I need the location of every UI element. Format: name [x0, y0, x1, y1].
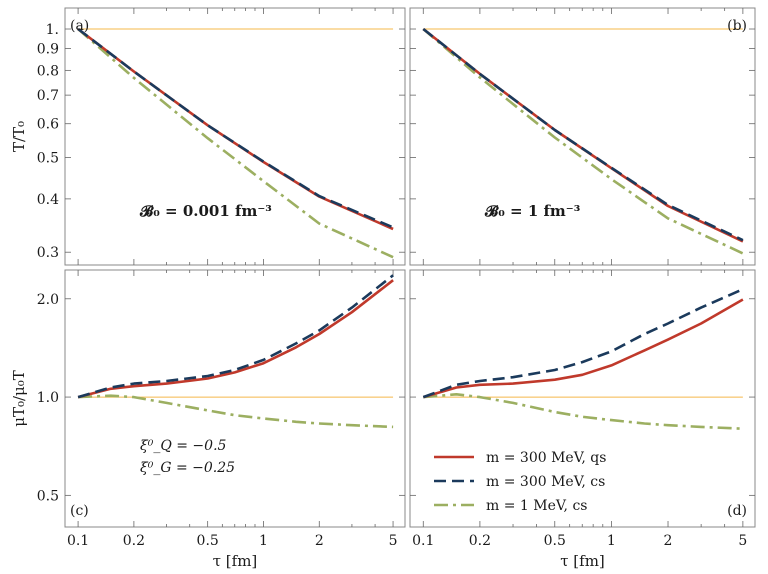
legend-label: m = 1 MeV, cs [486, 498, 587, 514]
series-line-dashdot [77, 28, 394, 259]
x-tick-label: 0.5 [544, 533, 566, 549]
panel-frame [64, 7, 406, 266]
series-line-dashed [422, 288, 744, 399]
x-tick-label: 1 [607, 533, 616, 549]
panel-a: 1. 0.9 0.8 0.7 0.6 0.5 0.4 0.3 (a) 𝓑₀ = 0.001 fm⁻… [10, 7, 406, 266]
panel-d: 0.1 0.2 0.5 1 2 5(d)τ [fm]m = 300 MeV, qsm = … [409, 269, 756, 570]
panel-label: (a) [70, 18, 89, 34]
x-tick-label: 2 [664, 533, 673, 549]
series-line-solid [422, 298, 744, 399]
panel-b: (b) 𝓑₀ = 1 fm⁻³ [409, 7, 756, 266]
x-tick-label: 0.5 [197, 533, 219, 549]
y-tick-label: 0.3 [37, 245, 59, 261]
y-axis-label: μT₀/μ₀T [10, 370, 28, 427]
y-tick-label: 0.5 [37, 488, 59, 504]
legend-label: m = 300 MeV, cs [486, 474, 605, 490]
x-tick-label: 2 [315, 533, 324, 549]
series-line-dashed [422, 27, 744, 242]
panel-frame [64, 269, 406, 528]
x-tick-label: 0.1 [412, 533, 434, 549]
annotation-text: ξ⁰_Q = −0.5 [140, 438, 227, 454]
series-line-solid [77, 279, 394, 399]
x-tick-label: 5 [738, 533, 747, 549]
y-tick-label: 0.7 [37, 88, 59, 104]
series-line-dashdot [78, 394, 394, 429]
series-line-dashed [77, 27, 394, 229]
panel-c: 0.1 0.2 0.5 1 2 5 2.0 1.0 0.5 (c) ξ⁰_Q = −0.5 ξ⁰_G … [10, 269, 406, 570]
y-tick-label: 2.0 [37, 292, 59, 308]
panel-frame [409, 7, 756, 266]
annotation-text: 𝓑₀ = 0.001 fm⁻³ [139, 202, 272, 220]
series-line-solid [77, 27, 394, 231]
y-tick-label: 1.0 [37, 390, 59, 406]
legend-label: m = 300 MeV, qs [486, 450, 606, 466]
y-axis-label: T/T₀ [10, 121, 28, 152]
annotation-text: 𝓑₀ = 1 fm⁻³ [484, 202, 580, 220]
panel-label: (b) [727, 18, 747, 34]
series-line-solid [422, 27, 744, 243]
series-line-dashdot [422, 28, 744, 255]
series-line-dashed [77, 274, 394, 399]
x-axis-label: τ [fm] [560, 552, 605, 570]
x-tick-label: 0.1 [67, 533, 89, 549]
panel-label: (c) [70, 503, 89, 519]
series-line-dashdot [423, 392, 743, 430]
x-tick-label: 0.2 [123, 533, 145, 549]
annotation-text: ξ⁰_G = −0.25 [140, 460, 235, 476]
x-tick-label: 1 [259, 533, 268, 549]
y-tick-label: 0.8 [37, 63, 59, 79]
y-tick-label: 0.5 [37, 151, 59, 167]
y-tick-label: 0.6 [37, 117, 59, 133]
x-tick-label: 0.2 [469, 533, 491, 549]
panel-label: (d) [727, 503, 747, 519]
y-tick-label: 0.9 [37, 42, 59, 58]
y-tick-label: 0.4 [37, 192, 59, 208]
x-tick-label: 5 [389, 533, 398, 549]
legend: m = 300 MeV, qs m = 300 MeV, cs m = 1 MeV,… [434, 450, 606, 514]
x-axis-label: τ [fm] [213, 552, 258, 570]
y-tick-label: 1. [46, 22, 59, 38]
